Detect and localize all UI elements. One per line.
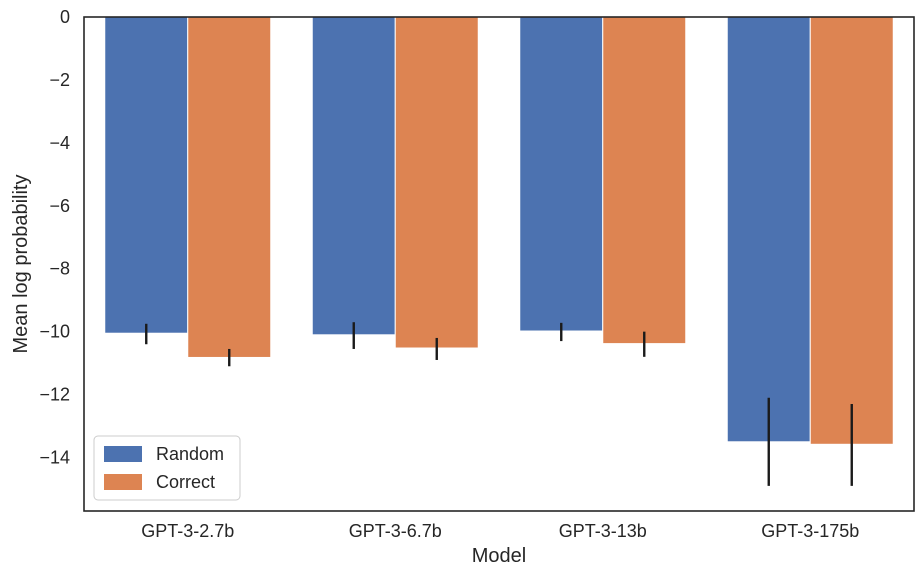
bar-random-gpt-3-2.7b [104,16,189,334]
x-tick-label: GPT-3-2.7b [141,521,234,541]
y-tick-label: 0 [60,7,70,27]
bar-random-gpt-3-13b [519,16,604,332]
y-tick-label: −14 [39,448,70,468]
y-tick-label: −8 [49,259,70,279]
y-ticks-group: 0 −2 −4 −6 −8 −10 −12 −14 [39,7,70,468]
legend-swatch-correct [104,474,142,490]
bars-group [104,16,894,445]
error-bars-group [145,322,853,486]
bar-correct-gpt-3-2.7b [187,16,272,358]
bar-random-gpt-3-175b [726,16,811,443]
x-ticks-group: GPT-3-2.7b GPT-3-6.7b GPT-3-13b GPT-3-175b [141,521,859,541]
legend-swatch-random [104,446,142,462]
bar-random-gpt-3-6.7b [311,16,396,336]
legend-label-correct: Correct [156,472,215,492]
plot-frame [83,16,915,512]
x-tick-label: GPT-3-175b [761,521,859,541]
x-tick-label: GPT-3-13b [559,521,647,541]
bar-correct-gpt-3-175b [809,16,894,445]
y-tick-label: −10 [39,322,70,342]
y-tick-label: −12 [39,385,70,405]
y-axis-label: Mean log probability [10,175,32,354]
x-tick-label: GPT-3-6.7b [349,521,442,541]
legend: Random Correct [93,435,241,501]
y-tick-label: −6 [49,196,70,216]
bar-correct-gpt-3-13b [602,16,687,345]
y-tick-label: −4 [49,133,70,153]
y-tick-label: −2 [49,70,70,90]
legend-label-random: Random [156,444,224,464]
x-axis-label: Model [472,545,526,567]
bar-correct-gpt-3-6.7b [394,16,479,349]
